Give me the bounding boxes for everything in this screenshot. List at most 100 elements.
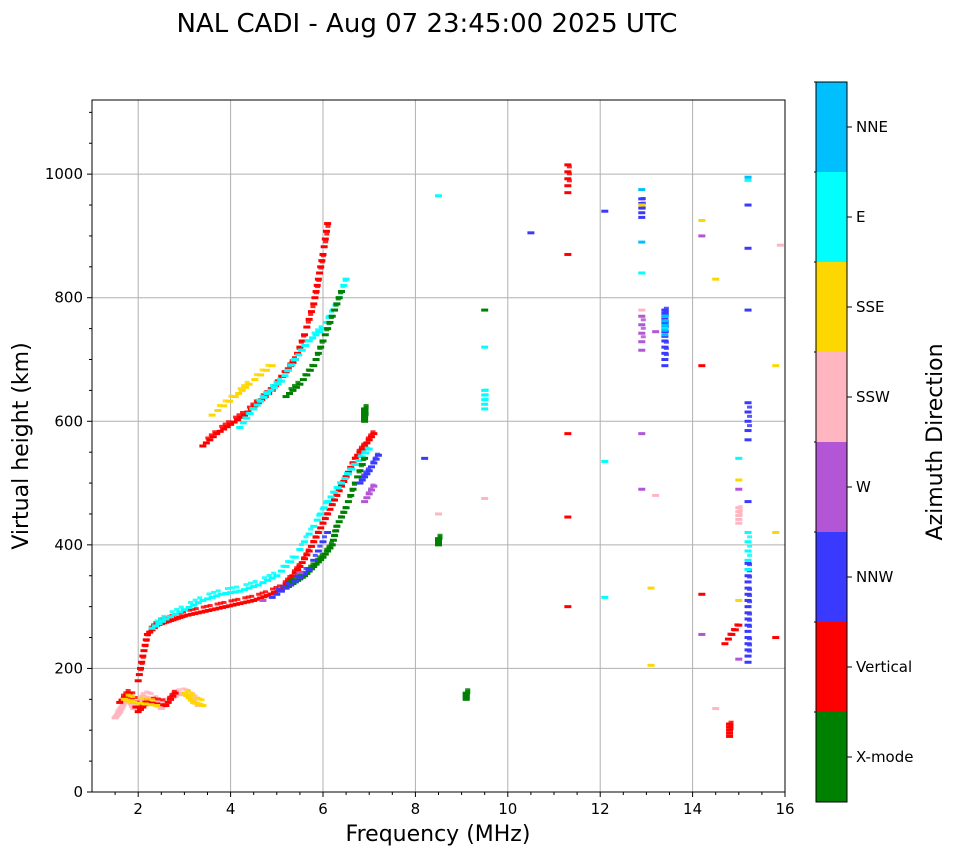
echo-fill xyxy=(728,632,736,636)
echo-fill xyxy=(265,363,271,367)
echo-fill xyxy=(149,698,155,702)
echo-point xyxy=(157,707,165,711)
echo-fill xyxy=(152,624,160,628)
echo-fill xyxy=(289,388,297,392)
colorbar-tick-label: E xyxy=(856,208,865,226)
echo-point xyxy=(245,382,253,386)
echo-fill xyxy=(462,694,470,698)
echo-fill xyxy=(302,344,310,348)
echo-point xyxy=(296,382,304,386)
echo-fill xyxy=(737,512,743,516)
echo-fill xyxy=(640,335,646,339)
echo-fill xyxy=(183,693,191,697)
echo-point xyxy=(735,657,743,661)
echo-fill xyxy=(234,585,240,589)
echo-point xyxy=(254,583,262,587)
echo-point xyxy=(661,320,669,324)
echo-fill xyxy=(242,385,250,389)
echo-fill xyxy=(140,692,146,696)
echo-point xyxy=(721,642,729,646)
echo-fill xyxy=(661,325,669,329)
echo-fill xyxy=(292,385,300,389)
echo-fill xyxy=(140,649,148,653)
echo-fill xyxy=(155,697,161,701)
echo-fill xyxy=(483,397,489,401)
echo-fill xyxy=(222,592,230,596)
echo-fill xyxy=(483,393,489,397)
echo-fill xyxy=(334,486,342,490)
echo-point xyxy=(143,700,151,704)
echo-fill xyxy=(253,403,261,407)
echo-fill xyxy=(326,546,334,550)
echo-fill xyxy=(564,184,572,188)
echo-point xyxy=(337,290,345,294)
echo-fill xyxy=(250,585,258,589)
echo-fill xyxy=(638,323,646,327)
echo-fill xyxy=(113,713,121,717)
echo-fill xyxy=(744,605,752,609)
echo-point xyxy=(744,500,752,504)
echo-fill xyxy=(361,418,369,422)
echo-fill xyxy=(358,455,366,459)
echo-point xyxy=(162,617,170,621)
echo-point xyxy=(661,333,669,337)
echo-point xyxy=(370,484,378,488)
echo-fill xyxy=(186,608,192,612)
echo-fill xyxy=(127,702,135,706)
echo-fill xyxy=(146,630,154,634)
trace-group xyxy=(435,243,784,711)
echo-fill xyxy=(148,692,154,696)
echo-fill xyxy=(280,584,286,588)
echo-fill xyxy=(361,475,369,479)
echo-point xyxy=(268,595,276,599)
echo-point xyxy=(661,339,669,343)
echo-fill xyxy=(287,560,295,564)
echo-fill xyxy=(249,594,255,598)
echo-fill xyxy=(287,580,293,584)
y-tick-label: 600 xyxy=(54,412,83,430)
echo-fill xyxy=(194,601,202,605)
x-tick-label: 2 xyxy=(133,800,143,818)
echo-fill xyxy=(356,450,364,454)
echo-point xyxy=(564,252,572,256)
y-tick-label: 0 xyxy=(73,783,83,801)
echo-point xyxy=(726,734,734,738)
echo-fill xyxy=(303,535,309,539)
echo-fill xyxy=(289,581,297,585)
echo-fill xyxy=(273,592,281,596)
echo-point xyxy=(481,407,489,411)
echo-fill xyxy=(638,340,646,344)
echo-point xyxy=(134,704,142,707)
echo-fill xyxy=(435,538,442,542)
trace-group xyxy=(564,163,780,738)
echo-fill xyxy=(192,598,198,602)
echo-fill xyxy=(333,302,341,306)
echo-point xyxy=(342,277,350,281)
echo-fill xyxy=(340,283,348,287)
echo-fill xyxy=(437,536,443,540)
echo-point xyxy=(310,364,318,368)
echo-point xyxy=(772,364,780,368)
echo-point xyxy=(735,478,743,482)
echo-point xyxy=(236,425,244,429)
echo-fill xyxy=(728,720,734,724)
echo-fill xyxy=(288,363,296,367)
echo-fill xyxy=(320,506,328,510)
echo-fill xyxy=(321,517,329,521)
echo-fill xyxy=(118,705,126,709)
echo-fill xyxy=(310,558,318,562)
echo-fill xyxy=(313,283,321,287)
echo-fill xyxy=(315,328,321,332)
echo-fill xyxy=(256,592,262,596)
echo-fill xyxy=(284,368,292,372)
echo-fill xyxy=(331,308,339,312)
echo-fill xyxy=(221,600,227,604)
echo-fill xyxy=(250,402,256,406)
echo-fill xyxy=(726,728,734,732)
echo-fill xyxy=(296,577,304,581)
echo-fill xyxy=(147,703,155,707)
echo-point xyxy=(638,203,646,207)
echo-fill xyxy=(319,521,327,525)
trace-group xyxy=(638,234,743,661)
echo-fill xyxy=(311,331,317,335)
